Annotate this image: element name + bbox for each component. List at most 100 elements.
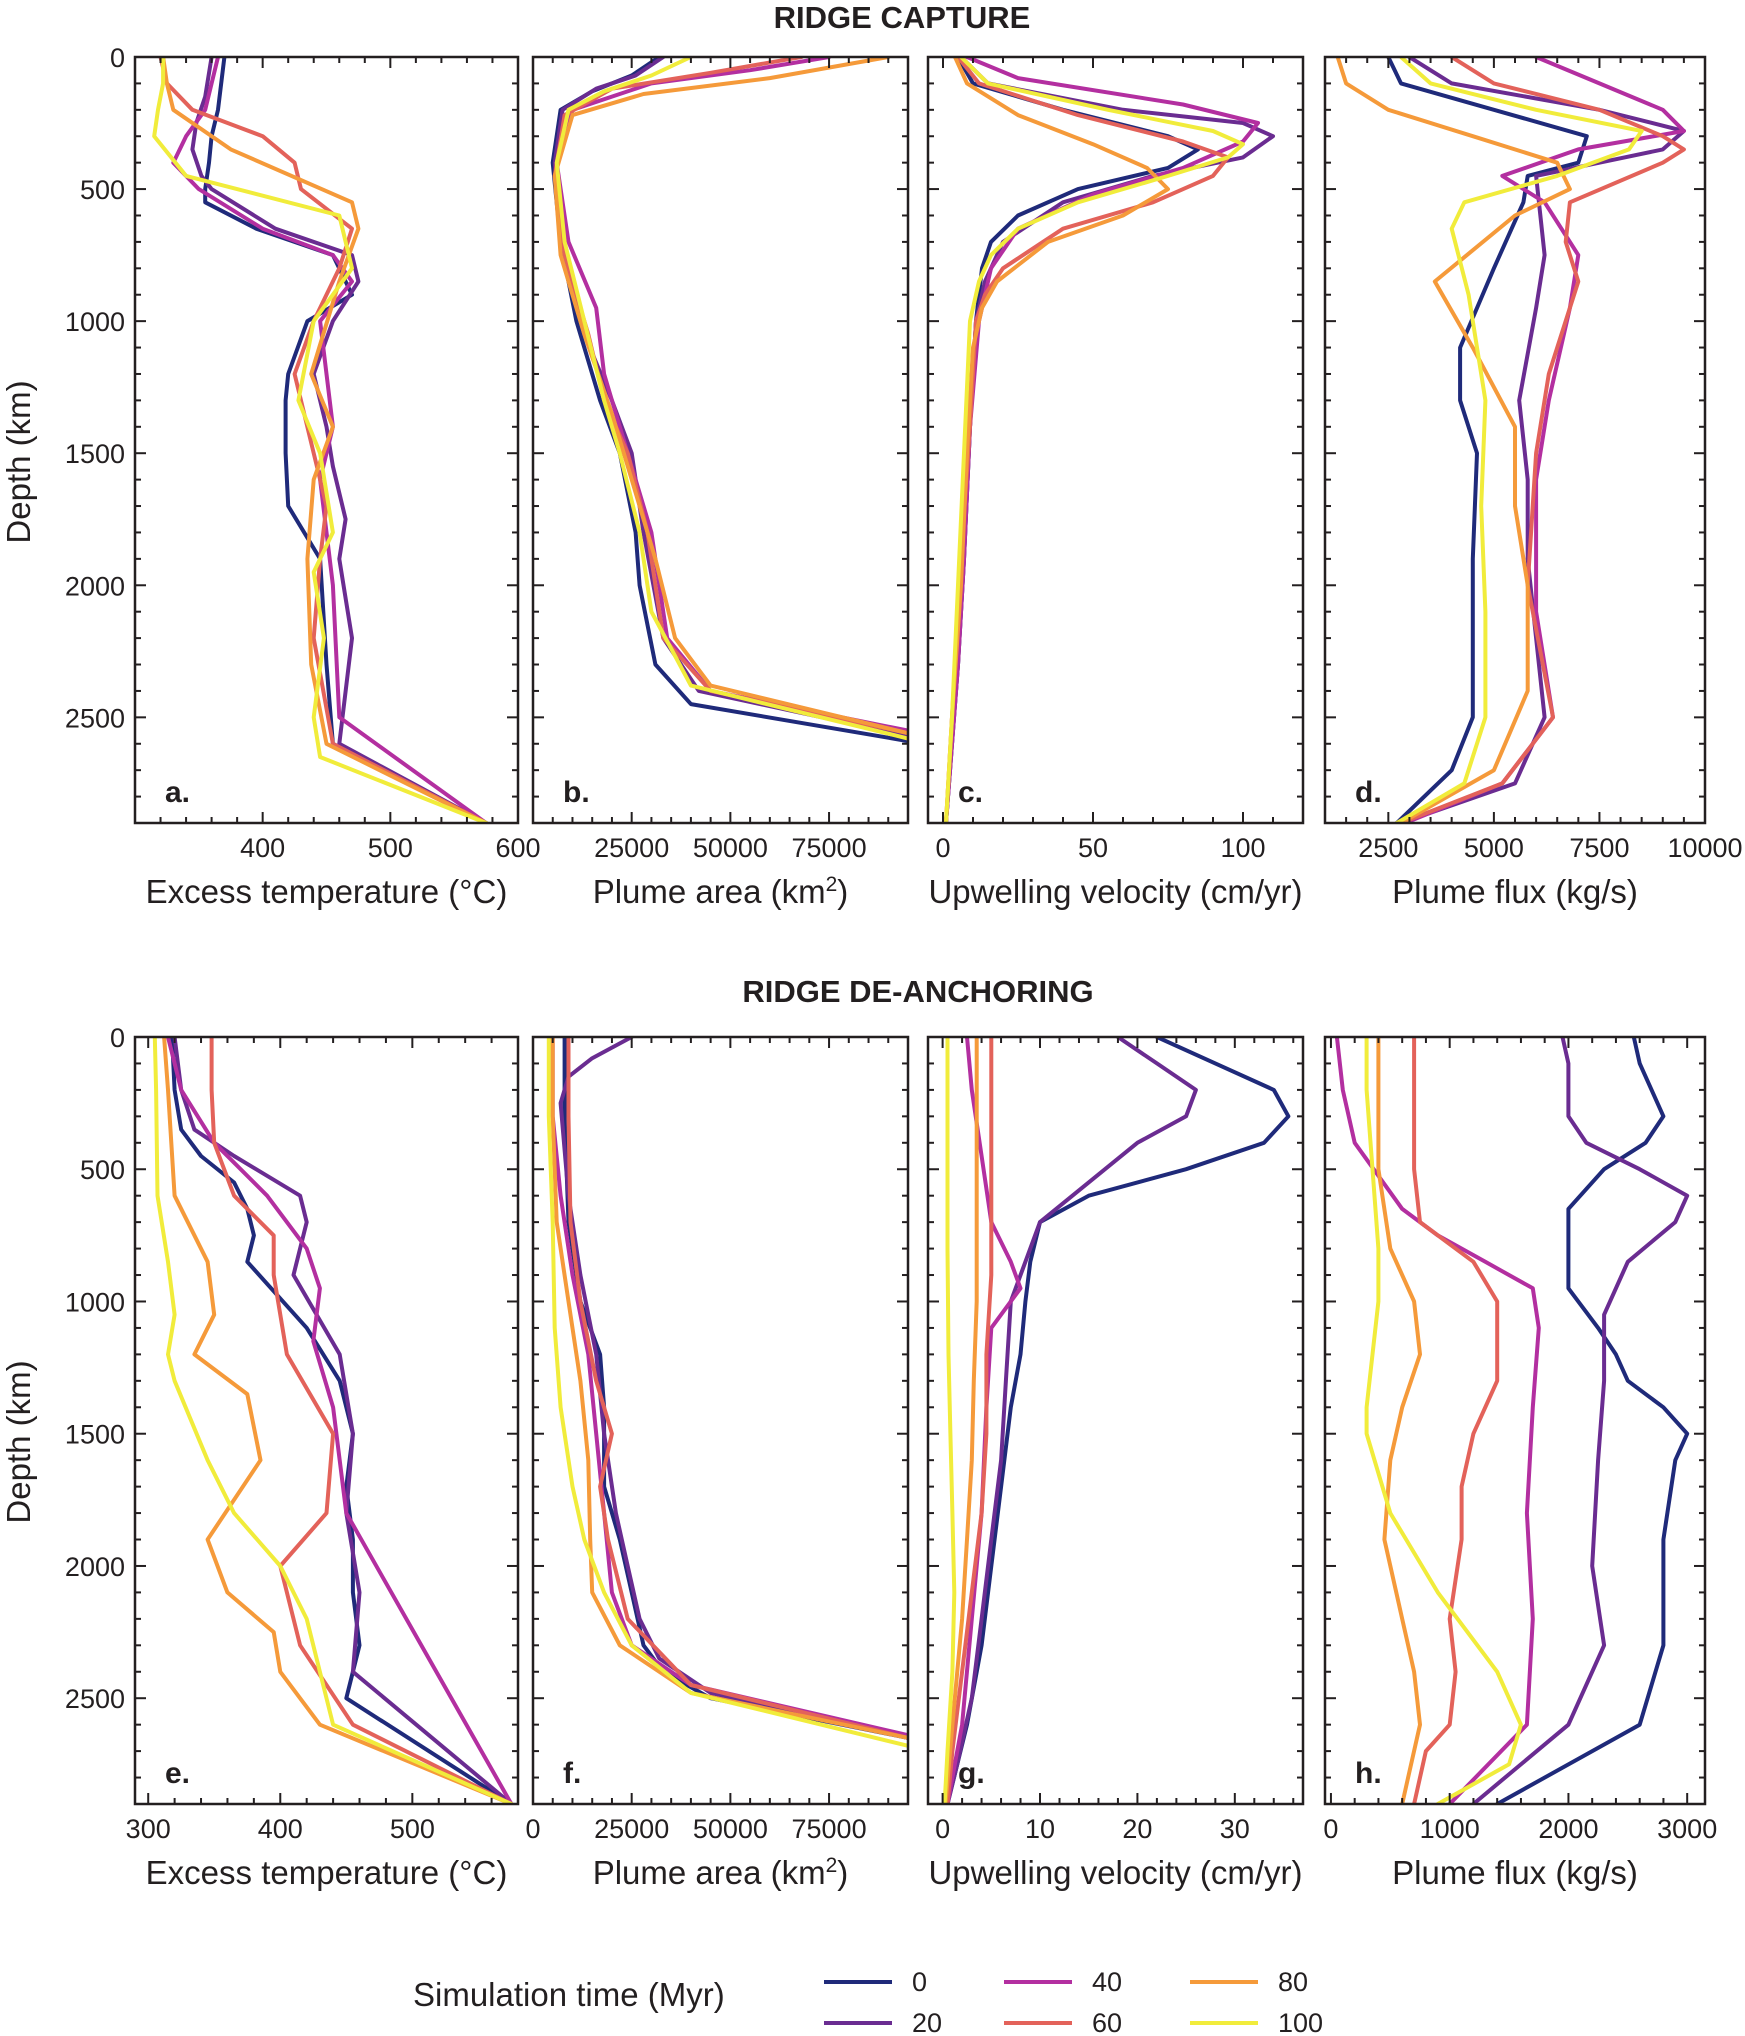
y-tick-label: 2500: [65, 703, 125, 733]
series-line-0-myr: [203, 57, 489, 823]
series-line-100-myr: [944, 57, 1245, 823]
section-title-ridge-de-anchoring: RIDGE DE-ANCHORING: [742, 974, 1093, 1009]
series-line-40-myr: [554, 57, 908, 733]
series-line-80-myr: [552, 57, 908, 736]
series-line-80-myr: [944, 57, 1170, 823]
series-line-80-myr: [550, 1037, 908, 1740]
x-tick-label: 7500: [1569, 833, 1629, 863]
series-line-20-myr: [945, 1037, 1198, 1804]
series-line-20-myr: [190, 57, 489, 823]
series-line-20-myr: [1471, 1037, 1690, 1804]
plot-frame: [531, 1035, 910, 1806]
x-axis-label: Plume area (km2): [593, 1854, 849, 1891]
y-tick-label: 2000: [65, 571, 125, 601]
x-tick-label: 400: [240, 833, 285, 863]
panel-e: 0 500 1000 1500 2000 2500 300 400 500 e. Excess te…: [65, 1023, 520, 1891]
series-line-100-myr: [152, 1037, 514, 1804]
legend-label: 60: [1092, 2008, 1122, 2036]
legend-item-0-myr: 0: [824, 1967, 927, 1997]
x-tick-label: 50000: [693, 1814, 768, 1844]
panel-f: 0 25000 50000 75000 f. Plume area (km2): [525, 1035, 910, 1891]
x-tick-label: 300: [126, 1814, 171, 1844]
y-tick-label: 1500: [65, 1420, 125, 1450]
panel-c: 0 50 100 c. Upwelling velocity (cm/yr): [926, 55, 1305, 910]
series-group: [550, 57, 908, 744]
x-axis-label: Upwelling velocity (cm/yr): [928, 1854, 1302, 1891]
x-tick-label: 1000: [1420, 1814, 1480, 1844]
x-tick-label: 30: [1220, 1814, 1250, 1844]
legend-label: 20: [912, 2008, 942, 2036]
series-line-80-myr: [1376, 1037, 1422, 1804]
panel-label: h.: [1355, 1757, 1382, 1790]
y-tick-label: 1500: [65, 439, 125, 469]
series-line-80-myr: [943, 1037, 979, 1804]
plot-frame: [926, 1035, 1305, 1806]
series-line-20-myr: [944, 57, 1275, 823]
series-line-60-myr: [945, 1037, 994, 1804]
x-axis-label: Upwelling velocity (cm/yr): [928, 873, 1302, 910]
depth-axis-label-top: Depth (km): [0, 380, 37, 543]
legend-title: Simulation time (Myr): [413, 1976, 725, 2013]
x-tick-label: 0: [1323, 1814, 1338, 1844]
series-group: [546, 1037, 908, 1748]
panel-g: 0 10 20 30 g. Upwelling velocity (cm/yr): [926, 1035, 1305, 1891]
series-group: [1335, 57, 1686, 823]
series-line-40-myr: [944, 57, 1260, 823]
legend: Simulation time (Myr) 0 20 40 60 80 100: [413, 1967, 1323, 2036]
x-tick-label: 3000: [1657, 1814, 1717, 1844]
series-group: [944, 57, 1275, 823]
panel-label: b.: [563, 776, 590, 809]
x-tick-label: 25000: [594, 833, 669, 863]
series-line-0-myr: [944, 57, 1200, 823]
plot-frame: [531, 55, 910, 825]
legend-item-80-myr: 80: [1190, 1967, 1308, 1997]
x-tick-label: 500: [368, 833, 413, 863]
x-axis-label: Excess temperature (°C): [146, 873, 508, 910]
series-line-80-myr: [161, 57, 489, 823]
series-line-40-myr: [550, 1037, 908, 1738]
series-group: [152, 57, 489, 823]
series-line-0-myr: [1495, 1037, 1690, 1804]
x-axis-label: Plume flux (kg/s): [1392, 873, 1638, 910]
plot-frame: [1323, 1035, 1707, 1806]
series-line-100-myr: [546, 1037, 908, 1748]
x-axis-label: Plume flux (kg/s): [1392, 1854, 1638, 1891]
series-line-60-myr: [209, 1037, 514, 1804]
series-line-0-myr: [170, 1037, 514, 1804]
panel-d: 2500 5000 7500 10000 d. Plume flux (kg/s): [1323, 55, 1743, 910]
series-line-100-myr: [1394, 57, 1644, 823]
x-tick-label: 75000: [792, 1814, 867, 1844]
series-line-0-myr: [1386, 57, 1589, 823]
panel-label: e.: [165, 1757, 190, 1790]
section-title-ridge-capture: RIDGE CAPTURE: [774, 0, 1031, 35]
plot-frame: [133, 1035, 520, 1806]
panel-label: c.: [958, 776, 983, 809]
plot-frame: [133, 55, 520, 825]
series-line-60-myr: [1399, 57, 1686, 823]
panel-label: d.: [1355, 776, 1382, 809]
series-line-60-myr: [1412, 1037, 1500, 1804]
x-axis-label: Plume area (km2): [593, 873, 849, 910]
panel-b: 25000 50000 75000 b. Plume area (km2): [531, 55, 910, 910]
panel-label: a.: [165, 776, 190, 809]
y-tick-label: 1000: [65, 307, 125, 337]
panel-label: f.: [563, 1757, 581, 1790]
series-line-80-myr: [1335, 57, 1572, 823]
y-tick-label: 2500: [65, 1684, 125, 1714]
legend-item-60-myr: 60: [1004, 2008, 1122, 2036]
series-line-40-myr: [166, 1037, 514, 1804]
legend-items: 0 20 40 60 80 100: [824, 1967, 1323, 2036]
y-tick-label: 1000: [65, 1287, 125, 1317]
y-tick-label: 0: [110, 43, 125, 73]
x-tick-label: 0: [935, 1814, 950, 1844]
legend-label: 40: [1092, 1967, 1122, 1997]
series-line-60-myr: [566, 1037, 908, 1740]
x-tick-label: 500: [390, 1814, 435, 1844]
series-line-40-myr: [945, 1037, 1023, 1804]
x-tick-label: 600: [495, 833, 540, 863]
series-line-0-myr: [562, 1037, 908, 1740]
series-group: [942, 1037, 1291, 1804]
series-line-40-myr: [171, 57, 489, 823]
panels: 0 500 1000 1500 2000 2500 400 500 600 a. Excess te…: [65, 43, 1743, 1891]
